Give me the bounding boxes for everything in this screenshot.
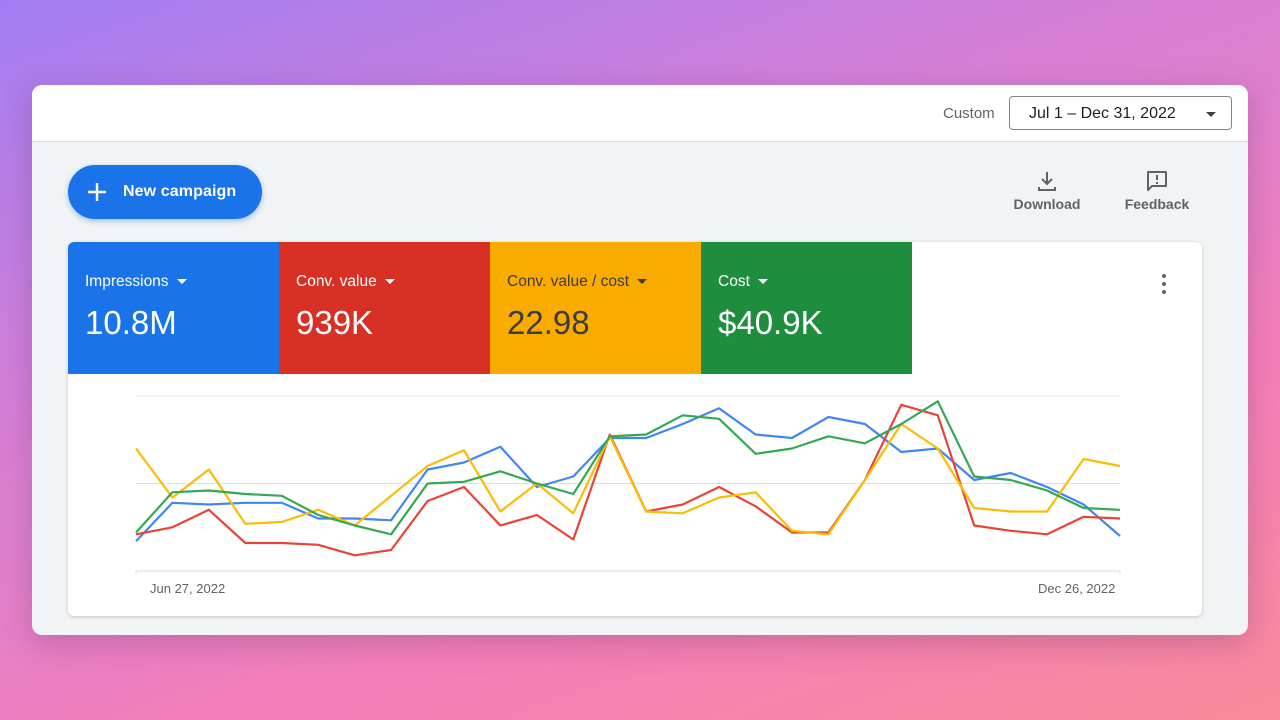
chevron-down-icon: [1206, 112, 1216, 117]
metric-name: Conv. value: [296, 273, 395, 291]
metric-name: Cost: [718, 273, 768, 291]
metric-tile-conv-value-cost[interactable]: Conv. value / cost 22.98: [490, 242, 701, 374]
new-campaign-button[interactable]: New campaign: [68, 165, 262, 219]
top-bar: Custom Jul 1 – Dec 31, 2022: [32, 85, 1248, 142]
metric-name: Conv. value / cost: [507, 273, 648, 291]
series-line-3: [135, 400, 1121, 536]
download-icon: [1038, 172, 1056, 191]
new-campaign-label: New campaign: [123, 183, 237, 200]
download-button[interactable]: Download: [1007, 169, 1087, 219]
date-range-value: Jul 1 – Dec 31, 2022: [1029, 105, 1176, 122]
metric-value: 939K: [296, 304, 374, 341]
series-line-0: [135, 407, 1121, 543]
series-line-1: [135, 403, 1121, 557]
feedback-icon: [1147, 171, 1167, 191]
metric-value: 10.8M: [85, 304, 177, 341]
metric-name: Impressions: [85, 273, 187, 291]
metric-value: 22.98: [507, 304, 590, 341]
metric-tile-conv-value[interactable]: Conv. value 939K: [279, 242, 490, 374]
x-axis-end-label: Dec 26, 2022: [1038, 581, 1116, 596]
x-axis-start-label: Jun 27, 2022: [150, 581, 226, 596]
date-range-select[interactable]: Jul 1 – Dec 31, 2022: [1009, 96, 1232, 130]
plus-icon: [88, 183, 106, 201]
caret-down-icon: [757, 279, 768, 285]
range-type-label: Custom: [943, 105, 995, 122]
caret-down-icon: [637, 279, 648, 285]
series-line-2: [135, 422, 1121, 536]
feedback-button[interactable]: Feedback: [1117, 169, 1197, 219]
feedback-label: Feedback: [1124, 196, 1190, 212]
download-label: Download: [1013, 196, 1081, 212]
performance-chart: [135, 395, 1121, 575]
metric-tile-impressions[interactable]: Impressions 10.8M: [68, 242, 279, 374]
performance-card: Impressions 10.8M Conv. value 939K Conv.…: [68, 242, 1202, 616]
metric-value: $40.9K: [718, 304, 823, 341]
caret-down-icon: [384, 279, 395, 285]
caret-down-icon: [176, 279, 187, 285]
more-options-icon[interactable]: [1152, 272, 1176, 296]
metric-tile-cost[interactable]: Cost $40.9K: [701, 242, 912, 374]
ads-overview-window: Custom Jul 1 – Dec 31, 2022 New campaign…: [32, 85, 1248, 635]
